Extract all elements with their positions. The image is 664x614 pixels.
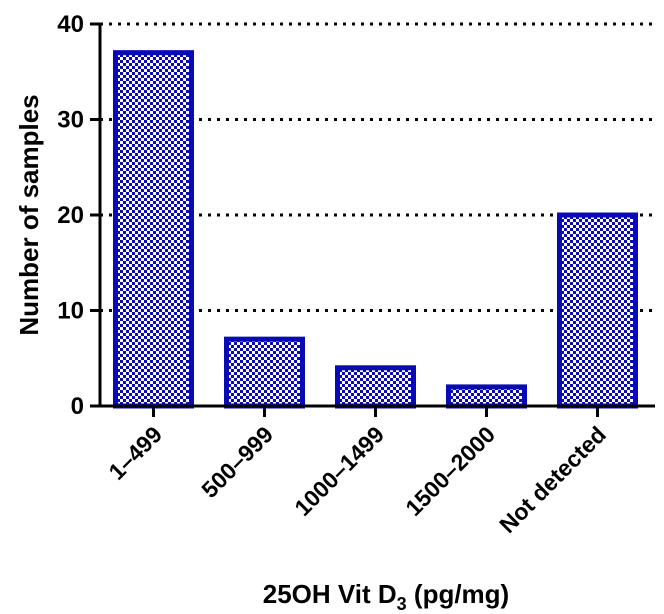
x-axis-title: 25OH Vit D3 (pg/mg) — [263, 579, 509, 614]
y-tick-label: 40 — [57, 11, 84, 38]
x-tick-label: 500–999 — [196, 421, 278, 503]
x-axis-title-main: 25OH Vit D — [263, 579, 397, 609]
y-tick-label: 20 — [57, 202, 84, 229]
bar-1500-2000 — [446, 384, 527, 409]
x-axis-title-subscript: 3 — [397, 594, 407, 614]
bars — [113, 50, 638, 409]
y-axis-title: Number of samples — [14, 94, 44, 335]
y-tick-label: 0 — [71, 393, 84, 420]
x-tick-label: 1–499 — [103, 421, 167, 485]
y-tick-label: 10 — [57, 298, 84, 325]
bar-1-499 — [113, 50, 194, 409]
x-axis-title-unit: (pg/mg) — [407, 579, 510, 609]
x-tick-label: 1000–1499 — [289, 421, 389, 521]
y-tick-label: 30 — [57, 107, 84, 134]
bar-not-detected — [557, 212, 638, 409]
bar-1000-1499 — [335, 365, 416, 409]
x-tick-label: 1500–2000 — [400, 421, 500, 521]
x-tick-label: Not detected — [494, 421, 611, 538]
y-ticks: 0 10 20 30 40 — [57, 11, 100, 420]
bar-500-999 — [224, 336, 305, 409]
